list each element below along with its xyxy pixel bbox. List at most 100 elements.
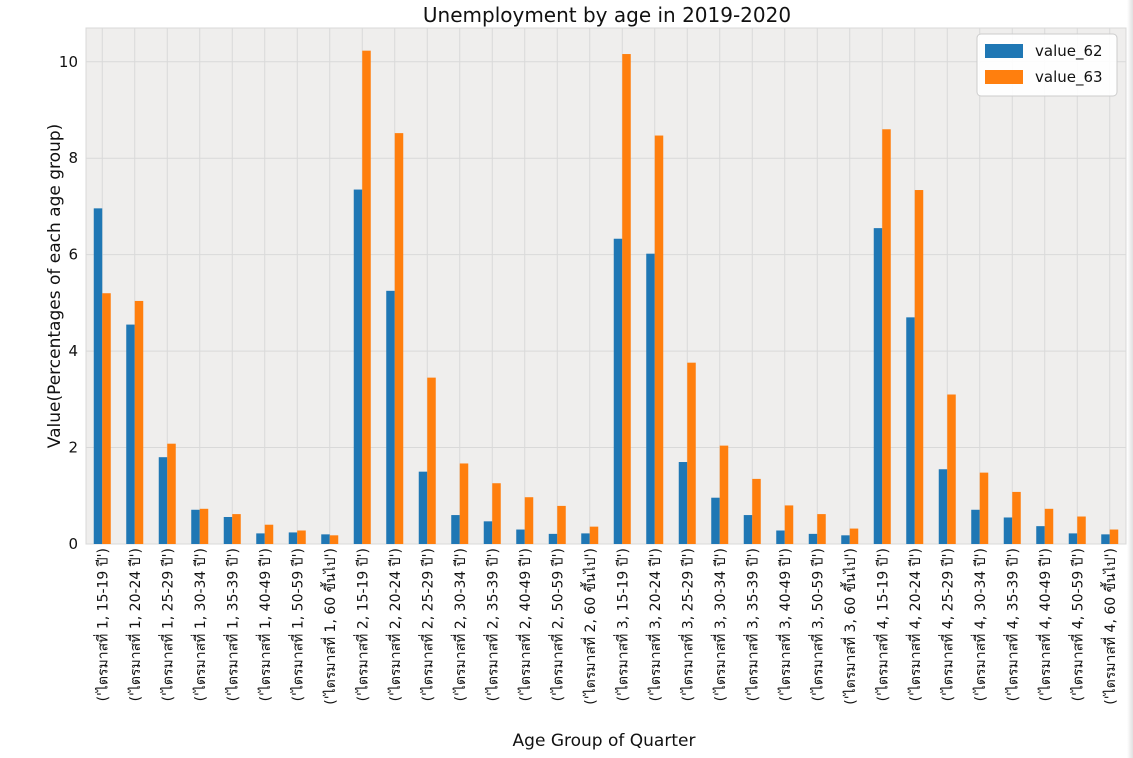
- bar-value_63: [752, 478, 761, 544]
- bar-value_62: [223, 516, 233, 544]
- x-tick-label: ('ไตรมาสที่ 2, 15-19 ปี'): [353, 548, 371, 701]
- x-tick-label: ('ไตรมาสที่ 3, 25-29 ปี'): [678, 548, 696, 701]
- bar-value_62: [451, 515, 460, 544]
- bar-value_62: [288, 532, 298, 544]
- legend-label: value_63: [1035, 68, 1103, 87]
- bar-value_62: [548, 533, 558, 544]
- bar-value_63: [102, 293, 111, 544]
- bar-value_63: [622, 54, 631, 544]
- bar-value_63: [784, 505, 794, 544]
- bar-value_63: [654, 135, 664, 544]
- bar-value_62: [1101, 534, 1110, 544]
- bar-value_63: [264, 524, 274, 544]
- x-tick-label: ('ไตรมาสที่ 3, 35-39 ปี'): [743, 548, 761, 701]
- y-tick-label: 8: [68, 149, 78, 167]
- legend-swatch: [985, 44, 1023, 58]
- bar-value_62: [743, 515, 753, 544]
- x-tick-label: ('ไตรมาสที่ 2, 60 ขึ้นไป'): [580, 548, 599, 705]
- x-tick-label: ('ไตรมาสที่ 4, 60 ขึ้นไป'): [1100, 548, 1119, 705]
- x-tick-label: ('ไตรมาสที่ 3, 50-59 ปี'): [808, 548, 826, 701]
- bar-value_63: [719, 445, 729, 544]
- bar-value_63: [914, 190, 924, 545]
- bar-value_63: [1012, 491, 1021, 544]
- x-tick-label: ('ไตรมาสที่ 4, 15-19 ปี'): [873, 548, 891, 701]
- y-axis-ticks: 0 2 4 6 8 10: [59, 53, 78, 553]
- x-tick-label: ('ไตรมาสที่ 4, 30-34 ปี'): [971, 548, 989, 701]
- bar-value_62: [1068, 533, 1078, 544]
- bar-value_62: [1003, 517, 1013, 544]
- bar-value_62: [776, 530, 785, 544]
- y-tick-label: 0: [68, 535, 78, 553]
- x-tick-label: ('ไตรมาสที่ 3, 40-49 ปี'): [776, 548, 794, 701]
- bar-value_62: [841, 535, 850, 544]
- x-tick-label: ('ไตรมาสที่ 4, 35-39 ปี'): [1003, 548, 1021, 701]
- plot-area: [85, 27, 1127, 545]
- x-tick-label: ('ไตรมาสที่ 2, 50-59 ปี'): [548, 548, 566, 701]
- bar-value_63: [167, 443, 176, 544]
- x-tick-label: ('ไตรมาสที่ 1, 40-49 ปี'): [256, 548, 274, 701]
- x-tick-label: ('ไตรมาสที่ 1, 50-59 ปี'): [288, 548, 306, 701]
- x-tick-label: ('ไตรมาสที่ 2, 40-49 ปี'): [516, 548, 534, 701]
- bar-value_63: [1109, 529, 1119, 544]
- bar-value_62: [581, 533, 590, 544]
- bar-value_62: [711, 497, 720, 544]
- bar-value_63: [557, 505, 566, 544]
- bar-value_63: [492, 483, 501, 544]
- bar-value_62: [613, 238, 623, 545]
- legend-swatch: [985, 70, 1023, 84]
- x-axis-label: Age Group of Quarter: [513, 731, 696, 751]
- bar-value_63: [459, 463, 469, 544]
- y-tick-label: 2: [68, 439, 78, 457]
- bar-value_62: [386, 290, 395, 544]
- bar-value_62: [93, 208, 103, 544]
- bar-value_62: [938, 469, 948, 544]
- bar-value_63: [1044, 508, 1054, 544]
- bar-value_62: [353, 189, 363, 545]
- bar-value_62: [971, 509, 980, 544]
- bar-value_63: [134, 300, 144, 544]
- y-axis-label: Value(Percentages of each age group): [45, 124, 65, 448]
- x-tick-label: ('ไตรมาสที่ 3, 30-34 ปี'): [711, 548, 729, 701]
- x-tick-label: ('ไตรมาสที่ 1, 30-34 ปี'): [191, 548, 209, 701]
- y-tick-label: 6: [68, 246, 78, 264]
- bar-value_63: [199, 508, 209, 544]
- bar-value_62: [678, 462, 688, 544]
- x-tick-label: ('ไตรมาสที่ 2, 20-24 ปี'): [386, 548, 404, 701]
- x-tick-label: ('ไตรมาสที่ 4, 20-24 ปี'): [906, 548, 924, 701]
- bar-value_62: [906, 317, 915, 544]
- bar-value_63: [687, 362, 696, 544]
- window-edge-shadow: [1127, 0, 1133, 758]
- bar-value_62: [256, 533, 265, 544]
- x-tick-label: ('ไตรมาสที่ 4, 25-29 ปี'): [938, 548, 956, 701]
- x-tick-label: ('ไตรมาสที่ 3, 60 ขึ้นไป'): [840, 548, 859, 705]
- x-tick-label: ('ไตรมาสที่ 1, 25-29 ปี'): [158, 548, 176, 701]
- bar-value_62: [321, 534, 330, 544]
- bar-value_62: [1036, 526, 1045, 544]
- bar-value_63: [947, 394, 956, 544]
- x-tick-label: ('ไตรมาสที่ 2, 25-29 ปี'): [418, 548, 436, 701]
- bar-value_62: [873, 228, 883, 544]
- bar-value_62: [516, 529, 525, 544]
- y-tick-label: 10: [59, 53, 78, 71]
- bars-group: [93, 50, 1119, 545]
- bar-value_63: [232, 514, 241, 544]
- bar-value_63: [394, 133, 404, 544]
- x-tick-label: ('ไตรมาสที่ 1, 60 ขึ้นไป'): [320, 548, 339, 705]
- x-tick-label: ('ไตรมาสที่ 1, 20-24 ปี'): [126, 548, 144, 701]
- bar-value_63: [882, 129, 891, 544]
- x-tick-label: ('ไตรมาสที่ 4, 50-59 ปี'): [1068, 548, 1086, 701]
- bar-value_63: [589, 526, 599, 544]
- x-tick-label: ('ไตรมาสที่ 1, 15-19 ปี'): [93, 548, 111, 701]
- x-tick-label: ('ไตรมาสที่ 1, 35-39 ปี'): [223, 548, 241, 701]
- bar-value_62: [158, 457, 168, 544]
- bar-value_63: [1077, 516, 1086, 544]
- y-tick-label: 4: [68, 342, 78, 360]
- chart-title: Unemployment by age in 2019-2020: [423, 3, 791, 27]
- bar-value_62: [418, 471, 428, 544]
- legend-label: value_62: [1035, 42, 1103, 61]
- legend: value_62 value_63: [976, 33, 1118, 97]
- x-axis-ticks: ('ไตรมาสที่ 1, 15-19 ปี') ('ไตรมาสที่ 1, …: [93, 548, 1119, 705]
- bar-value_63: [849, 528, 859, 544]
- bar-value_63: [817, 514, 826, 544]
